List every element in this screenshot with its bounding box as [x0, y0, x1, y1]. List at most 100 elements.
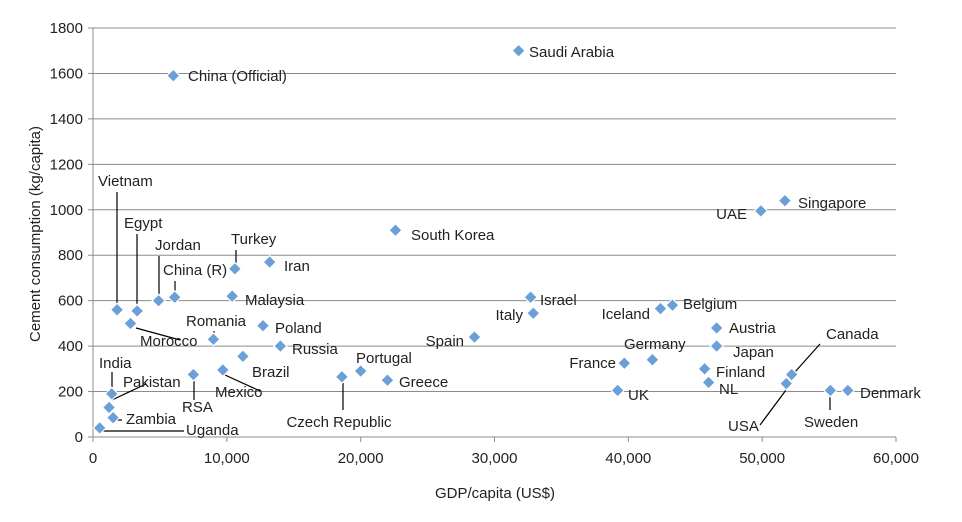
point-label-china-r: China (R): [163, 262, 227, 279]
leader-line-mexico: [224, 374, 261, 392]
point-label-uae: UAE: [716, 206, 747, 223]
point-label-usa: USA: [728, 418, 759, 435]
point-label-japan: Japan: [733, 344, 774, 361]
leader-line-pakistan: [111, 383, 147, 401]
point-uganda: [92, 420, 108, 436]
y-tick-label: 200: [58, 384, 83, 401]
y-tick-label: 0: [75, 429, 83, 446]
point-zambia: [105, 410, 121, 426]
point-iran: [262, 254, 278, 270]
point-labels: Saudi Arabia China (Official) Singapore UAE…: [98, 44, 921, 439]
point-china-r: [167, 289, 182, 305]
point-turkey: [227, 261, 243, 277]
point-label-portugal: Portugal: [356, 350, 412, 367]
y-tick-label: 1600: [50, 65, 83, 82]
point-japan: [709, 338, 725, 354]
point-spain: [467, 329, 482, 345]
point-sweden: [823, 383, 838, 398]
point-brazil: [235, 348, 251, 364]
point-label-egypt: Egypt: [124, 215, 163, 232]
point-label-morocco: Morocco: [140, 333, 198, 350]
axes: [88, 27, 897, 442]
point-greece: [380, 372, 395, 388]
point-label-pakistan: Pakistan: [123, 374, 181, 391]
point-label-rsa: RSA: [182, 399, 213, 416]
x-tick-label: 10,000: [204, 450, 250, 467]
point-egypt: [129, 303, 145, 319]
gridlines: [93, 27, 896, 393]
x-tick-label: 40,000: [605, 450, 651, 467]
point-rsa: [186, 367, 201, 382]
point-label-denmark: Denmark: [860, 385, 921, 402]
point-label-austria: Austria: [729, 320, 776, 337]
point-austria: [709, 320, 725, 336]
point-india: [104, 386, 120, 402]
y-tick-label: 1800: [50, 20, 83, 37]
point-label-jordan: Jordan: [155, 237, 201, 254]
point-denmark: [840, 383, 856, 398]
point-label-malaysia: Malaysia: [245, 292, 305, 309]
point-label-france: France: [569, 355, 616, 372]
y-tick-label: 600: [58, 293, 83, 310]
point-label-india: India: [99, 355, 132, 372]
point-label-poland: Poland: [275, 320, 322, 337]
point-finland: [697, 361, 712, 377]
point-south-korea: [388, 222, 403, 238]
x-tick-label: 60,000: [873, 450, 919, 467]
point-label-czech-republic: Czech Republic: [286, 414, 392, 431]
point-israel: [523, 289, 538, 305]
point-label-turkey: Turkey: [231, 231, 277, 248]
point-morocco: [123, 316, 138, 331]
point-label-iceland: Iceland: [602, 306, 650, 323]
y-tick-label: 1400: [50, 111, 83, 128]
y-tick-label: 400: [58, 338, 83, 355]
point-portugal: [353, 363, 369, 379]
x-tick-label: 30,000: [472, 450, 518, 467]
point-singapore: [777, 193, 793, 209]
data-points: [92, 43, 856, 436]
tick-labels: 0 10,000 20,000 30,000 40,000 50,000 60,000 0 20…: [50, 20, 919, 467]
point-germany: [645, 352, 660, 368]
point-mexico: [215, 362, 231, 378]
point-label-singapore: Singapore: [798, 195, 866, 212]
point-label-belgium: Belgium: [683, 296, 737, 313]
point-label-finland: Finland: [716, 364, 765, 381]
point-label-uk: UK: [628, 387, 649, 404]
point-label-iran: Iran: [284, 258, 310, 275]
point-label-russia: Russia: [292, 341, 339, 358]
point-label-brazil: Brazil: [252, 364, 290, 381]
y-axis-title: Cement consumption (kg/capita): [27, 126, 44, 342]
point-label-china-official: China (Official): [188, 68, 287, 85]
point-uae: [753, 203, 769, 219]
point-italy: [525, 305, 541, 321]
point-china-official: [165, 68, 181, 84]
point-canada: [784, 367, 799, 382]
x-tick-label: 20,000: [338, 450, 384, 467]
y-tick-label: 800: [58, 247, 83, 264]
point-label-uganda: Uganda: [186, 422, 239, 439]
point-malaysia: [224, 288, 240, 304]
point-label-italy: Italy: [495, 307, 523, 324]
point-jordan: [151, 293, 166, 309]
point-label-saudi-arabia: Saudi Arabia: [529, 44, 615, 61]
point-uk: [610, 383, 625, 398]
leader-line-morocco: [135, 327, 181, 341]
point-usa: [778, 376, 794, 391]
point-france: [616, 355, 632, 371]
point-saudi-arabia: [511, 43, 526, 59]
point-label-romania: Romania: [186, 313, 247, 330]
point-russia: [273, 338, 288, 354]
point-iceland: [653, 301, 668, 316]
point-vietnam: [109, 302, 125, 318]
point-poland: [255, 318, 271, 334]
point-label-canada: Canada: [826, 326, 879, 343]
y-tick-label: 1200: [50, 156, 83, 173]
point-pakistan: [101, 400, 117, 415]
point-label-sweden: Sweden: [804, 414, 858, 431]
point-label-greece: Greece: [399, 374, 448, 391]
point-label-israel: Israel: [540, 292, 577, 309]
point-belgium: [665, 297, 680, 313]
x-axis-title: GDP/capita (US$): [435, 485, 555, 502]
point-label-zambia: Zambia: [126, 411, 177, 428]
